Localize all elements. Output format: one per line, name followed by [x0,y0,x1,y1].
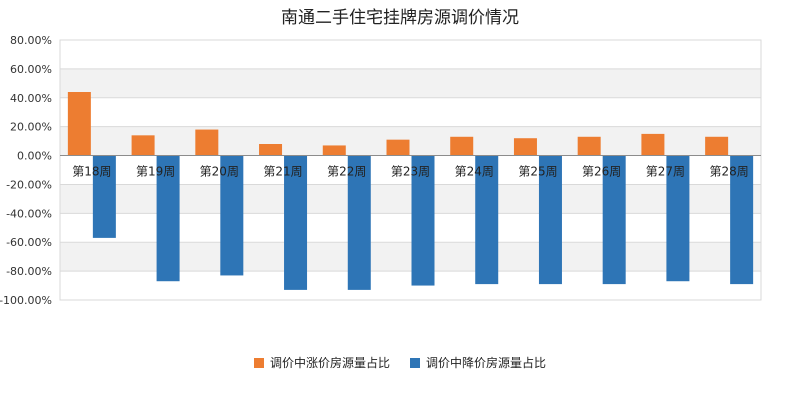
y-tick-label: -80.00% [6,265,52,278]
bar-fall [730,155,754,285]
x-tick-label: 第28周 [709,165,748,179]
y-tick-label: 80.00% [10,34,52,47]
bar-rise [259,144,283,156]
x-tick-label: 第27周 [646,165,685,179]
y-tick-label: 40.00% [10,92,52,105]
x-tick-label: 第26周 [582,165,621,179]
x-tick-label: 第23周 [391,165,430,179]
x-tick-label: 第25周 [518,165,557,179]
bar-rise [513,138,537,156]
legend-label-fall: 调价中降价房源量占比 [426,356,547,370]
x-tick-label: 第22周 [327,165,366,179]
bar-rise [705,136,729,156]
legend-item-rise: 调价中涨价房源量占比 [253,354,390,371]
bar-fall [156,155,180,282]
bar-rise [131,135,155,156]
legend-item-fall: 调价中降价房源量占比 [410,354,546,371]
bar-rise [322,145,346,156]
bar-rise [195,129,219,156]
bar-fall [602,155,626,285]
x-tick-label: 第21周 [263,165,302,179]
bar-fall [284,155,308,290]
bar-rise [386,139,410,156]
legend-swatch-fall [410,357,420,368]
y-tick-label: -100.00% [0,294,52,307]
legend-label-rise: 调价中涨价房源量占比 [269,356,390,370]
y-tick-label: 0.00% [17,150,52,163]
y-tick-label: -40.00% [6,207,52,220]
x-tick-label: 第20周 [200,165,239,179]
x-tick-label: 第19周 [136,165,175,179]
y-tick-label: 20.00% [10,121,52,134]
bar-rise [641,133,665,156]
chart-title: 南通二手住宅挂牌房源调价情况 [281,8,519,28]
grid-band [60,68,761,98]
bar-fall [538,155,562,285]
y-tick-label: 60.00% [10,63,52,76]
x-tick-label: 第24周 [455,165,494,179]
bar-rise [67,92,91,156]
bar-fall [475,155,499,285]
legend: 调价中涨价房源量占比 调价中降价房源量占比 [0,354,800,371]
bar-fall [92,155,116,238]
bar-fall [220,155,244,276]
bar-rise [577,136,601,156]
y-tick-label: -20.00% [6,178,52,191]
plot-border [59,39,762,301]
bar-rise [450,136,474,156]
bar-fall [411,155,435,286]
y-tick-label: -60.00% [6,236,52,249]
bar-fall [666,155,690,282]
x-tick-label: 第18周 [72,165,111,179]
legend-swatch-rise [253,357,264,368]
bar-fall [347,155,371,290]
